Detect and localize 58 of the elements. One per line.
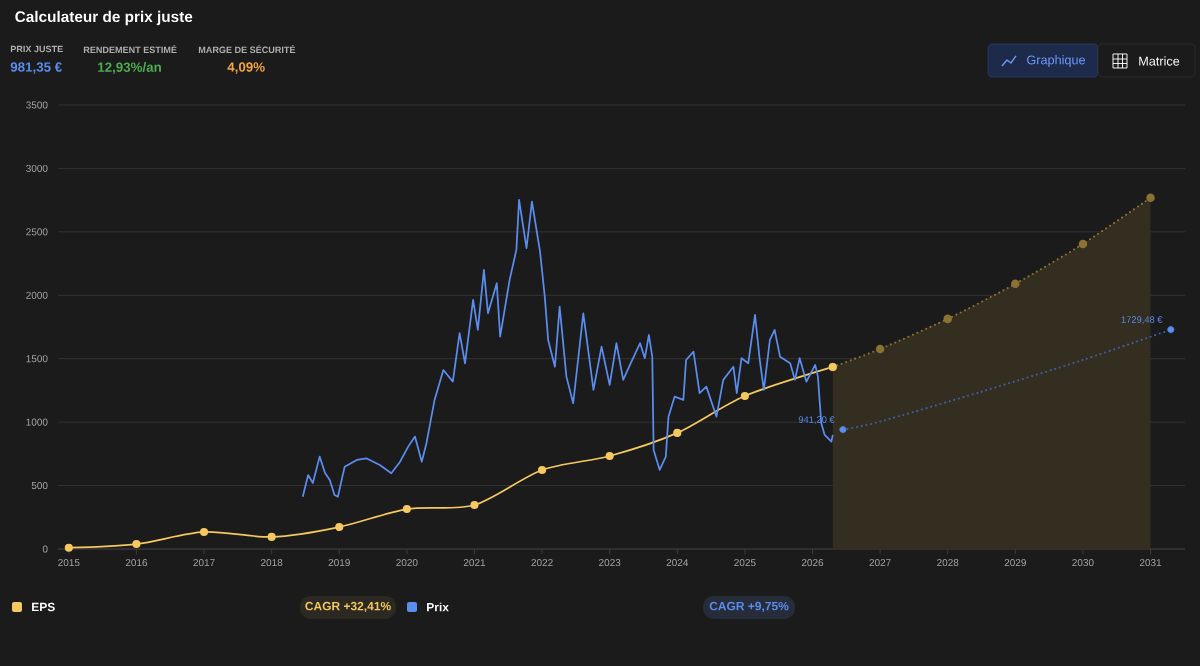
point — [267, 532, 276, 541]
point — [605, 451, 614, 461]
point — [673, 428, 682, 437]
y-tick-label: 1000 — [26, 418, 48, 426]
text: 4,09% — [227, 62, 265, 74]
legend-label: Prix — [427, 602, 449, 612]
point — [875, 344, 885, 354]
text: 981,35 € — [10, 62, 62, 74]
text: RENDEMENT ESTIMÉ — [83, 44, 177, 54]
x-tick-label: 2015 — [58, 559, 80, 567]
x-tick-label: 2027 — [869, 559, 891, 567]
text: CAGR +9,75% — [709, 601, 789, 613]
x-tick-label: 2016 — [125, 559, 148, 567]
point — [1167, 326, 1175, 334]
x-tick-label: 2029 — [1004, 559, 1026, 567]
point — [335, 522, 344, 532]
x-tick-label: 2030 — [1072, 559, 1094, 567]
chart-title: Calculateur de prix juste — [15, 10, 193, 26]
point — [538, 465, 547, 475]
x-tick-label: 2020 — [396, 559, 418, 567]
x-tick-label: 2031 — [1139, 559, 1162, 567]
y-tick-label: 500 — [31, 482, 48, 490]
y-tick-label: 0 — [42, 545, 48, 553]
point — [943, 314, 952, 324]
point — [1011, 279, 1020, 289]
x-tick-label: 2024 — [666, 559, 689, 567]
text: Matrice — [1139, 56, 1180, 66]
x-tick-label: 2017 — [193, 559, 215, 567]
y-tick-label: 2500 — [26, 228, 48, 236]
point — [64, 543, 73, 552]
x-tick-label: 2025 — [734, 559, 756, 567]
point — [402, 504, 411, 514]
text: MARGE DE SÉCURITÉ — [198, 44, 296, 54]
point — [1078, 239, 1088, 249]
point — [199, 527, 209, 537]
x-tick-label: 2023 — [599, 559, 621, 567]
point — [132, 539, 141, 549]
x-tick-label: 2026 — [801, 559, 824, 567]
point — [1146, 193, 1155, 203]
text: 12,93%/an — [98, 62, 161, 74]
y-tick-label: 1500 — [26, 355, 48, 363]
y-tick-label: 2000 — [26, 291, 48, 299]
text: PRIX JUSTE — [10, 45, 63, 53]
x-tick-label: 2022 — [531, 559, 553, 567]
y-tick-label: 3500 — [26, 101, 48, 109]
x-tick-label: 2018 — [261, 559, 283, 567]
point — [470, 500, 479, 510]
data-label: 1729,48 € — [1121, 316, 1163, 324]
x-tick-label: 2019 — [328, 559, 350, 567]
legend-label: EPS — [32, 602, 55, 612]
line-series — [301, 199, 834, 498]
y-tick-label: 3000 — [26, 164, 48, 172]
x-tick-label: 2028 — [937, 559, 959, 567]
point — [839, 426, 847, 434]
text: Graphique — [1027, 55, 1086, 67]
text: CAGR +32,41% — [305, 601, 391, 613]
point — [740, 391, 749, 401]
x-tick-label: 2021 — [463, 559, 486, 567]
